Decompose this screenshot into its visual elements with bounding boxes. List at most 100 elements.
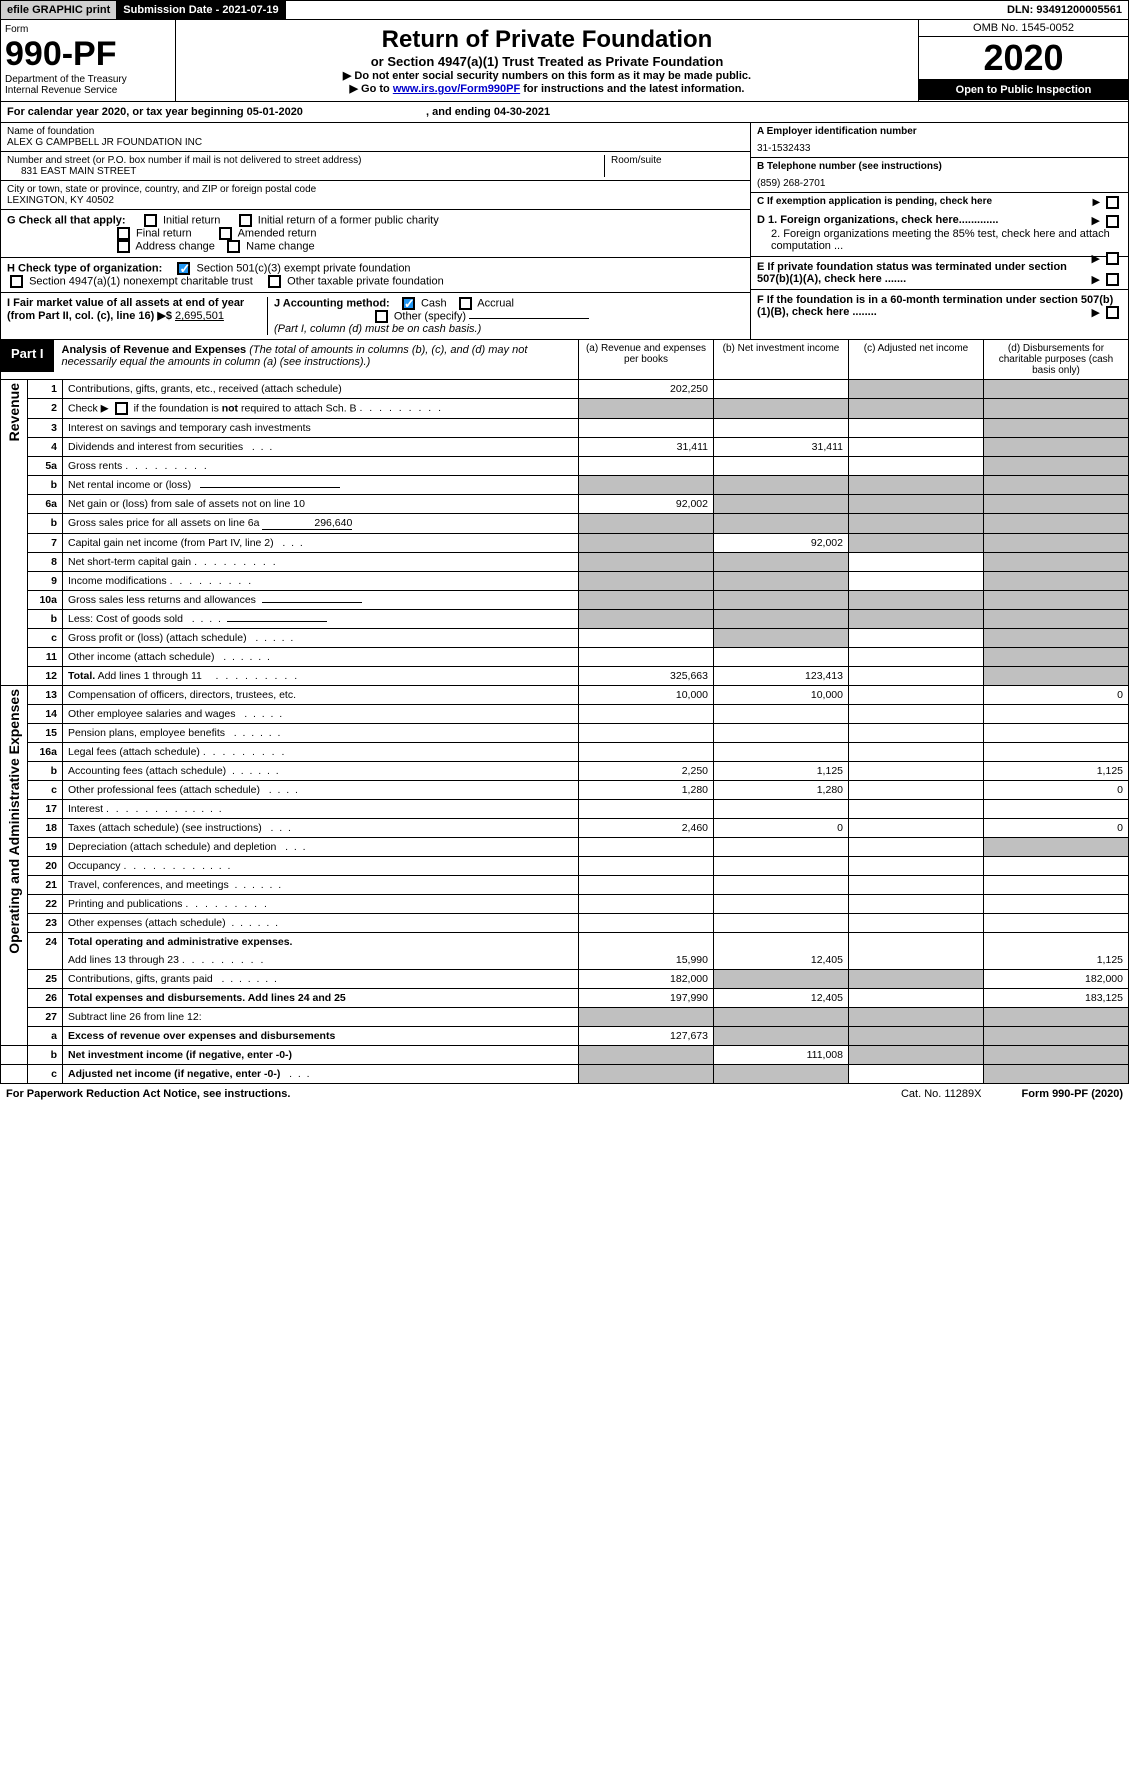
top-bar: efile GRAPHIC print Submission Date - 20… bbox=[0, 0, 1129, 20]
col-d-header: (d) Disbursements for charitable purpose… bbox=[984, 340, 1129, 380]
col-c-header: (c) Adjusted net income bbox=[849, 340, 984, 380]
line-3: Interest on savings and temporary cash i… bbox=[63, 419, 579, 438]
line-23: Other expenses (attach schedule) . . . .… bbox=[63, 914, 579, 933]
city-state-zip: LEXINGTON, KY 40502 bbox=[7, 195, 744, 206]
revenue-section-label: Revenue bbox=[6, 383, 22, 441]
line-17: Interest . . . . bbox=[63, 800, 579, 819]
address-change-checkbox[interactable] bbox=[117, 240, 130, 253]
j-label: J Accounting method: bbox=[274, 297, 390, 309]
foundation-name: ALEX G CAMPBELL JR FOUNDATION INC bbox=[7, 137, 744, 148]
h-label: H Check type of organization: bbox=[7, 262, 162, 274]
line-27c: Adjusted net income (if negative, enter … bbox=[63, 1065, 579, 1084]
line-10c: Gross profit or (loss) (attach schedule)… bbox=[63, 629, 579, 648]
efile-button[interactable]: efile GRAPHIC print bbox=[1, 1, 117, 19]
line-10b: Less: Cost of goods sold . . . . bbox=[63, 610, 579, 629]
other-method-checkbox[interactable] bbox=[375, 310, 388, 323]
line-5a: Gross rents bbox=[63, 457, 579, 476]
ein-value: 31-1532433 bbox=[757, 137, 1122, 154]
tax-year: 2020 bbox=[919, 37, 1128, 80]
e-checkbox[interactable] bbox=[1106, 273, 1119, 286]
form-header: Form 990-PF Department of the Treasury I… bbox=[0, 20, 1129, 101]
line-1: Contributions, gifts, grants, etc., rece… bbox=[63, 380, 579, 399]
dept-label: Department of the Treasury Internal Reve… bbox=[5, 74, 171, 96]
line-27: Subtract line 26 from line 12: bbox=[63, 1008, 579, 1027]
j-note: (Part I, column (d) must be on cash basi… bbox=[274, 323, 481, 335]
instr-1: ▶ Do not enter social security numbers o… bbox=[182, 69, 912, 82]
ein-label: A Employer identification number bbox=[757, 126, 1122, 137]
city-label: City or town, state or province, country… bbox=[7, 184, 744, 195]
submission-date: Submission Date - 2021-07-19 bbox=[117, 1, 285, 19]
col-b-header: (b) Net investment income bbox=[714, 340, 849, 380]
c-label: C If exemption application is pending, c… bbox=[757, 196, 992, 207]
cash-checkbox[interactable] bbox=[402, 297, 415, 310]
col-a-header: (a) Revenue and expenses per books bbox=[579, 340, 714, 380]
amended-return-checkbox[interactable] bbox=[219, 227, 232, 240]
d1-checkbox[interactable] bbox=[1106, 215, 1119, 228]
form-title: Return of Private Foundation bbox=[182, 26, 912, 54]
line-27b: Net investment income (if negative, ente… bbox=[63, 1046, 579, 1065]
final-return-checkbox[interactable] bbox=[117, 227, 130, 240]
accrual-checkbox[interactable] bbox=[459, 297, 472, 310]
irs-link[interactable]: www.irs.gov/Form990PF bbox=[393, 83, 520, 95]
line-13: Compensation of officers, directors, tru… bbox=[63, 686, 579, 705]
initial-return-checkbox[interactable] bbox=[144, 214, 157, 227]
form-label: Form bbox=[5, 24, 171, 35]
entity-info: Name of foundation ALEX G CAMPBELL JR FO… bbox=[0, 123, 1129, 210]
e-label: E If private foundation status was termi… bbox=[757, 261, 1067, 285]
name-label: Name of foundation bbox=[7, 126, 744, 137]
initial-former-checkbox[interactable] bbox=[239, 214, 252, 227]
form-ref: Form 990-PF (2020) bbox=[1022, 1088, 1124, 1100]
line-15: Pension plans, employee benefits . . . .… bbox=[63, 724, 579, 743]
line-16a: Legal fees (attach schedule) bbox=[63, 743, 579, 762]
calendar-year-row: For calendar year 2020, or tax year begi… bbox=[0, 101, 1129, 123]
501c3-checkbox[interactable] bbox=[177, 262, 190, 275]
line-12: Total. Add lines 1 through 11 bbox=[63, 667, 579, 686]
line-7: Capital gain net income (from Part IV, l… bbox=[63, 534, 579, 553]
check-section: G Check all that apply: Initial return I… bbox=[0, 210, 1129, 340]
line-21: Travel, conferences, and meetings . . . … bbox=[63, 876, 579, 895]
line-11: Other income (attach schedule) . . . . .… bbox=[63, 648, 579, 667]
address-label: Number and street (or P.O. box number if… bbox=[7, 155, 604, 166]
other-taxable-checkbox[interactable] bbox=[268, 275, 281, 288]
line-22: Printing and publications bbox=[63, 895, 579, 914]
line-24b: Add lines 13 through 23 bbox=[63, 951, 579, 970]
f-label: F If the foundation is in a 60-month ter… bbox=[757, 294, 1113, 318]
c-checkbox[interactable] bbox=[1106, 196, 1119, 209]
line-14: Other employee salaries and wages . . . … bbox=[63, 705, 579, 724]
line-6b: Gross sales price for all assets on line… bbox=[63, 514, 579, 534]
g-label: G Check all that apply: bbox=[7, 214, 126, 226]
line-19: Depreciation (attach schedule) and deple… bbox=[63, 838, 579, 857]
line-16b: Accounting fees (attach schedule) . . . … bbox=[63, 762, 579, 781]
sch-b-checkbox[interactable] bbox=[115, 402, 128, 415]
instr-2: ▶ Go to www.irs.gov/Form990PF for instru… bbox=[182, 82, 912, 95]
dln-label: DLN: 93491200005561 bbox=[1001, 1, 1128, 19]
line-4: Dividends and interest from securities .… bbox=[63, 438, 579, 457]
form-number: 990-PF bbox=[5, 35, 171, 74]
line-20: Occupancy . . . bbox=[63, 857, 579, 876]
line-10a: Gross sales less returns and allowances bbox=[63, 591, 579, 610]
tel-label: B Telephone number (see instructions) bbox=[757, 161, 1122, 172]
part1-title: Analysis of Revenue and Expenses bbox=[62, 344, 247, 356]
line-27a: Excess of revenue over expenses and disb… bbox=[63, 1027, 579, 1046]
line-5b: Net rental income or (loss) bbox=[63, 476, 579, 495]
cat-no: Cat. No. 11289X bbox=[901, 1088, 982, 1100]
expenses-section-label: Operating and Administrative Expenses bbox=[6, 689, 22, 954]
omb-number: OMB No. 1545-0052 bbox=[919, 20, 1128, 37]
line-25: Contributions, gifts, grants paid . . . … bbox=[63, 970, 579, 989]
page-footer: For Paperwork Reduction Act Notice, see … bbox=[0, 1084, 1129, 1104]
line-9: Income modifications bbox=[63, 572, 579, 591]
d2-checkbox[interactable] bbox=[1106, 252, 1119, 265]
form-subtitle: or Section 4947(a)(1) Trust Treated as P… bbox=[182, 54, 912, 69]
line-6a: Net gain or (loss) from sale of assets n… bbox=[63, 495, 579, 514]
line-16c: Other professional fees (attach schedule… bbox=[63, 781, 579, 800]
d1-label: D 1. Foreign organizations, check here..… bbox=[757, 214, 998, 226]
tel-value: (859) 268-2701 bbox=[757, 172, 1122, 189]
line-26: Total expenses and disbursements. Add li… bbox=[63, 989, 579, 1008]
paperwork-notice: For Paperwork Reduction Act Notice, see … bbox=[6, 1088, 290, 1100]
fmv-value: 2,695,501 bbox=[175, 310, 224, 322]
open-public-badge: Open to Public Inspection bbox=[919, 80, 1128, 100]
4947-checkbox[interactable] bbox=[10, 275, 23, 288]
part1-table: Part I Analysis of Revenue and Expenses … bbox=[0, 340, 1129, 1084]
name-change-checkbox[interactable] bbox=[227, 240, 240, 253]
f-checkbox[interactable] bbox=[1106, 306, 1119, 319]
